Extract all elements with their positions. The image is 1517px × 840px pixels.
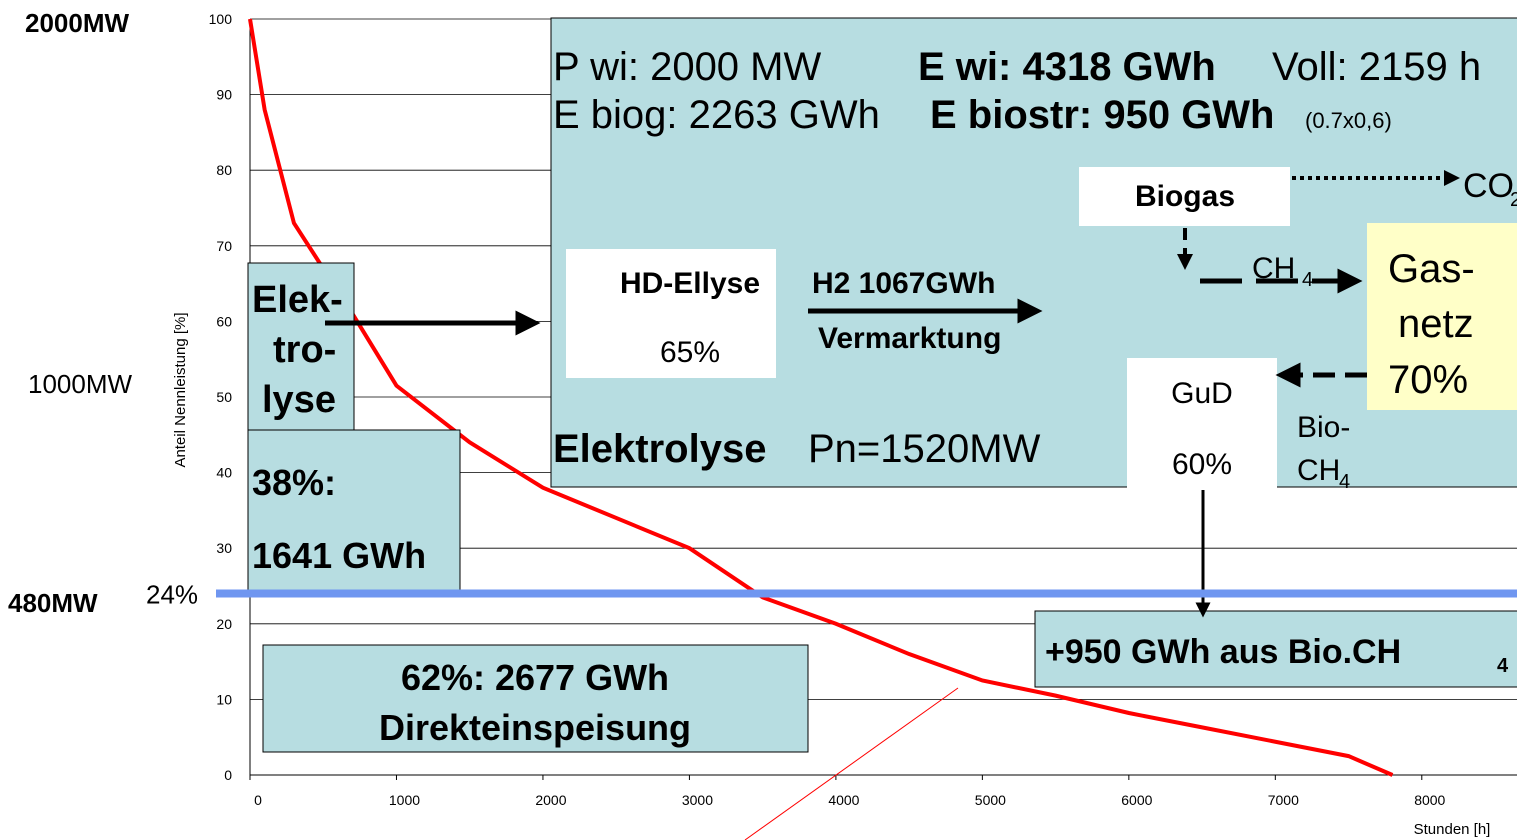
annotation: Elek- [252,279,343,321]
annotation: (0.7x0,6) [1305,108,1392,133]
y-tick-label: 60 [216,313,232,329]
share62-box [262,644,809,753]
annotation: CH [1252,252,1295,285]
share38-box [247,429,461,598]
side-label: 2000MW [25,8,129,38]
annotation: CO [1463,167,1514,205]
annotation: 4 [1339,471,1350,493]
annotation: GuD [1171,377,1233,410]
annotation: E biostr: 950 GWh [930,93,1275,137]
x-tick-label: 3000 [682,792,713,808]
y-tick-label: 90 [216,87,232,103]
y-tick-label: 0 [224,767,232,783]
x-tick-label: 0 [254,792,262,808]
annotation: Elektrolyse [553,427,766,471]
annotation: lyse [262,379,336,421]
annotation: 38%: [252,462,336,503]
annotation: 70% [1388,358,1468,402]
y-tick-label: 50 [216,389,232,405]
annotation: E wi: 4318 GWh [918,45,1216,89]
annotation: tro- [273,329,336,371]
annotation: 1641 GWh [252,535,426,576]
annotations: P wi: 2000 MW E wi: 4318 GWh Voll: 2159 … [252,45,1517,748]
y-axis-label: Anteil Nennleistung [%] [172,312,189,467]
elektrolyse-share-box [247,262,355,431]
gud-box [1127,358,1277,490]
side-label: 480MW [8,588,98,618]
annotation: E biog: 2263 GWh [553,93,880,137]
annotation: netz [1398,302,1474,346]
y-tick-label: 10 [216,691,232,707]
side-label: 1000MW [28,369,132,399]
y-tick-label: 80 [216,162,232,178]
x-tick-label: 8000 [1414,792,1445,808]
electrolysis-box [566,249,776,378]
y-tick-label: 20 [216,616,232,632]
annotation: Biogas [1135,180,1235,213]
gasnetz-box [1367,223,1517,410]
annotation: P wi: 2000 MW [553,45,821,89]
y-tick-label: 30 [216,540,232,556]
annotation: H2 1067GWh [812,267,995,300]
hline-label: 24% [146,580,198,610]
annotation: Vermarktung [818,322,1001,355]
annotation: +950 GWh aus Bio.CH [1045,633,1401,671]
x-tick-label: 2000 [535,792,566,808]
x-tick-label: 6000 [1121,792,1152,808]
annotation: CH [1297,454,1340,487]
annotation: 2 [1510,189,1517,211]
annotation: 4 [1302,269,1313,291]
biogas-box [1079,167,1290,226]
annotation: 65% [660,336,720,369]
y-tick-label: 100 [209,11,233,27]
arrows [325,170,1460,840]
annotation: Bio- [1297,411,1350,444]
x-tick-label: 4000 [828,792,859,808]
annotation: Direkteinspeisung [379,707,691,748]
annotation: HD-Ellyse [620,267,760,300]
y-tick-label: 40 [216,465,232,481]
annotation: 60% [1172,448,1232,481]
annotation: Voll: 2159 h [1272,45,1481,89]
annotation: Gas- [1388,247,1475,291]
x-axis-label: Stunden [h] [1414,821,1491,838]
x-tick-label: 5000 [975,792,1006,808]
annotation: 62%: 2677 GWh [401,657,669,698]
annotation: Pn=1520MW [808,427,1041,471]
y-tick-label: 70 [216,238,232,254]
x-tick-label: 1000 [389,792,420,808]
annotation: 4 [1497,655,1509,677]
bio-ch4-box [1034,610,1517,688]
x-tick-label: 7000 [1268,792,1299,808]
